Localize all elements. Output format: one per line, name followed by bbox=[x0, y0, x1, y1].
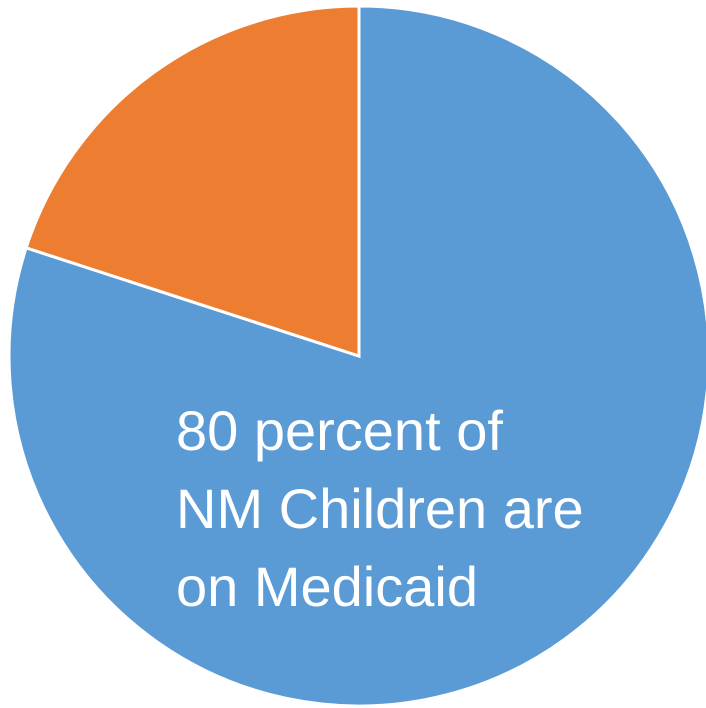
annotation-line-1: 80 percent of bbox=[176, 399, 503, 462]
annotation-line-3: on Medicaid bbox=[176, 555, 478, 618]
annotation-line-2: NM Children are bbox=[176, 477, 584, 540]
pie-slice-2 bbox=[24, 4, 361, 359]
pie-slices bbox=[7, 4, 706, 708]
